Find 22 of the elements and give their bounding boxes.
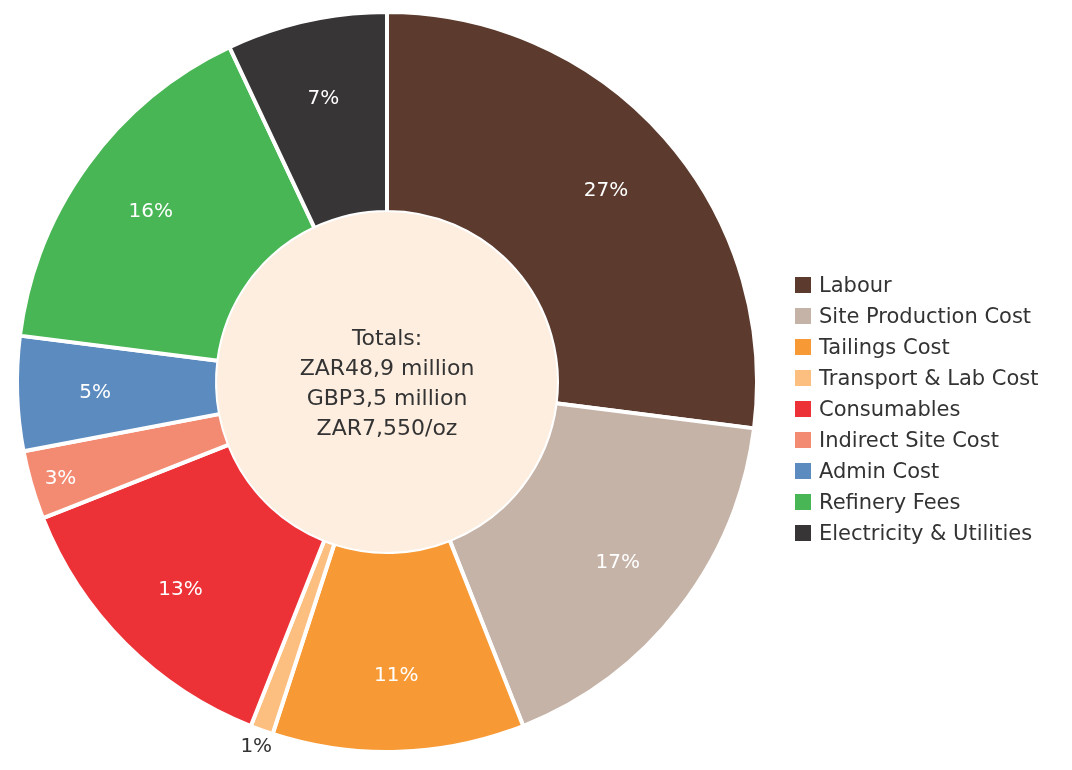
data-label: 1% bbox=[240, 733, 273, 758]
legend-label: Transport & Lab Cost bbox=[818, 366, 1039, 390]
text: ZAR48,9 million bbox=[299, 354, 475, 380]
legend-label: Electricity & Utilities bbox=[819, 521, 1033, 545]
data-label: 17% bbox=[595, 548, 640, 573]
legend-label: Site Production Cost bbox=[819, 304, 1032, 328]
data-label: 16% bbox=[128, 198, 173, 223]
text: ZAR7,550/oz bbox=[316, 414, 458, 440]
data-label: 5% bbox=[79, 379, 112, 404]
legend-label: Labour bbox=[819, 273, 893, 297]
legend-label: Tailings Cost bbox=[818, 335, 950, 359]
data-label: 27% bbox=[583, 176, 629, 201]
text: GBP3,5 million bbox=[306, 384, 468, 410]
legend-label: Consumables bbox=[819, 397, 961, 421]
data-label: 3% bbox=[44, 464, 77, 489]
text: Totals: bbox=[350, 324, 423, 350]
data-label: 11% bbox=[373, 661, 419, 686]
legend-label: Indirect Site Cost bbox=[819, 428, 999, 452]
legend-label: Admin Cost bbox=[819, 459, 940, 483]
data-label: 7% bbox=[307, 85, 340, 110]
legend-label: Refinery Fees bbox=[819, 490, 961, 514]
data-label: 13% bbox=[158, 576, 203, 601]
